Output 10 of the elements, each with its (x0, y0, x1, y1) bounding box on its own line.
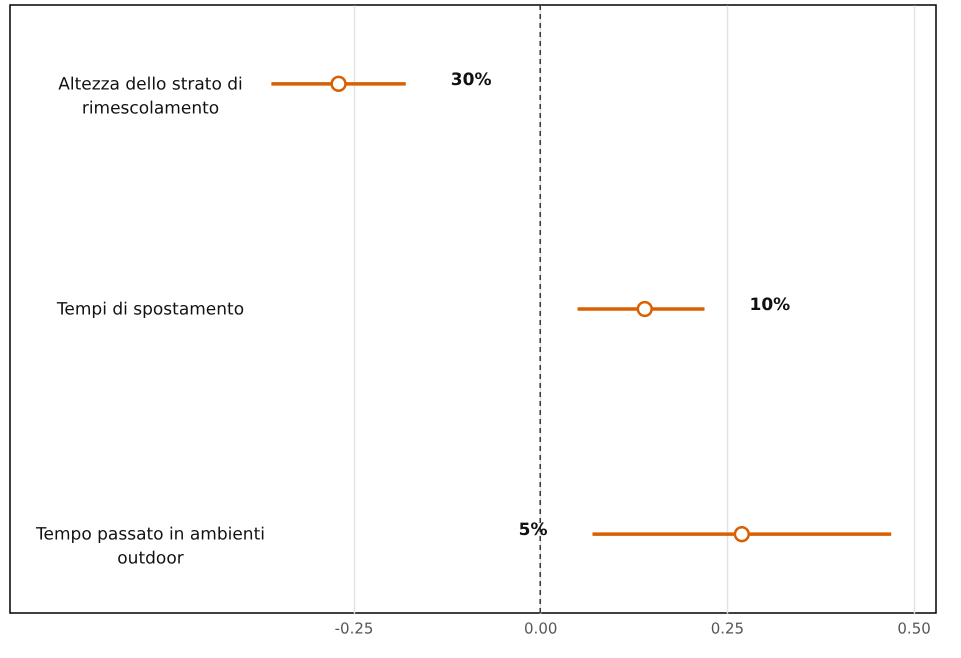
x-tick-label: 0.00 (524, 620, 558, 638)
annotation: 5% (518, 520, 548, 540)
y-tick-label: Altezza dello strato di rimescolamento (58, 74, 243, 118)
y-tick-label: Tempo passato in ambienti outdoor (35, 524, 265, 569)
x-tick-label: 0.50 (897, 620, 931, 638)
y-tick-label: Tempi di spostamento (56, 300, 244, 320)
x-tick-label: 0.25 (710, 620, 744, 638)
annotation: 30% (450, 70, 492, 90)
x-tick-label: -0.25 (334, 620, 374, 638)
annotation: 10% (750, 295, 790, 315)
